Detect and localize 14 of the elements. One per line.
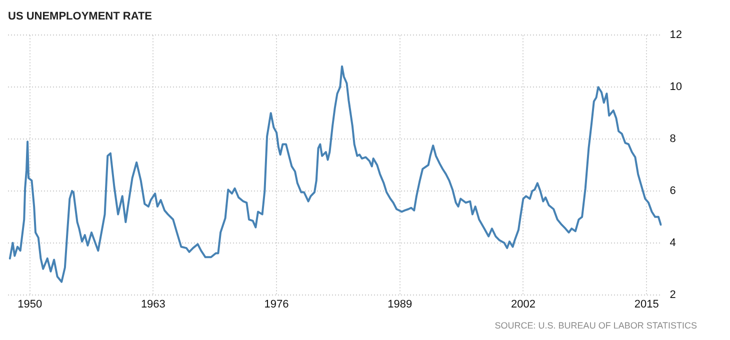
x-tick-label: 1950 [18, 298, 42, 310]
y-tick-label: 6 [670, 184, 676, 197]
x-tick-label: 1963 [140, 298, 166, 310]
y-tick-label: 4 [670, 236, 676, 249]
chart-title: US UNEMPLOYMENT RATE [8, 10, 152, 23]
y-tick-label: 12 [670, 29, 682, 42]
source-note: SOURCE: U.S. BUREAU OF LABOR STATISTICS [494, 320, 697, 330]
x-tick-label: 2015 [634, 298, 659, 310]
x-tick-label: 1976 [264, 298, 289, 310]
y-tick-label: 10 [670, 81, 682, 94]
y-tick-label: 2 [670, 288, 676, 301]
x-tick-label: 1989 [388, 298, 412, 310]
y-tick-label: 8 [670, 133, 676, 146]
x-tick-label: 2002 [510, 298, 536, 310]
